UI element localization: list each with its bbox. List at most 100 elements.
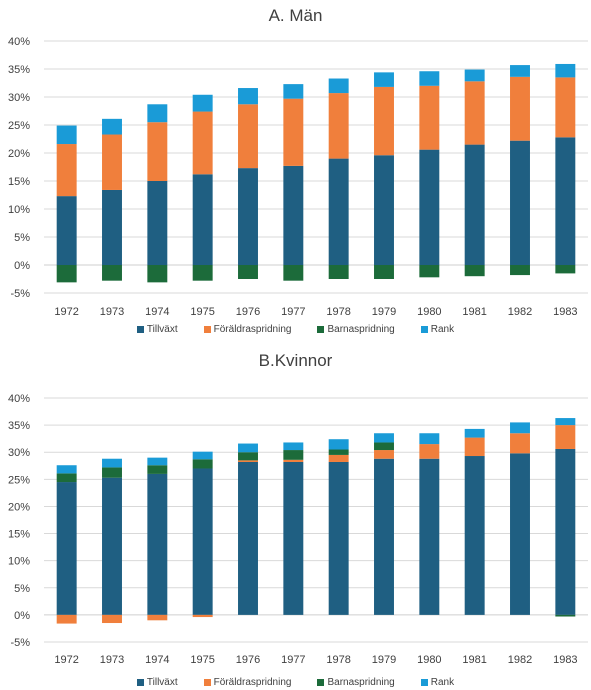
bar-segment-tillvxt	[374, 155, 394, 265]
legend-label: Rank	[430, 323, 455, 335]
x-tick-label: 1975	[190, 306, 214, 318]
bar-segment-tillvxt	[328, 461, 349, 615]
y-tick-label: 40%	[8, 393, 30, 405]
x-tick-label: 1973	[100, 654, 124, 666]
bar-segment-tillvxt	[555, 448, 576, 615]
y-tick-label: -5%	[10, 288, 30, 300]
bar-segment-rank	[238, 88, 258, 105]
bar-segment-frldraspridning	[464, 437, 485, 457]
x-tick-label: 1972	[54, 306, 78, 318]
bar-segment-rank	[328, 78, 349, 94]
bar-segment-barnaspridning	[328, 265, 349, 279]
x-tick-label: 1972	[54, 654, 78, 666]
legend-swatch	[420, 679, 428, 686]
bar-segment-barnaspridning	[147, 265, 168, 283]
bar-segment-rank	[56, 125, 77, 145]
bar-segment-frldraspridning	[419, 85, 440, 150]
y-tick-label: 20%	[8, 501, 30, 513]
bar-segment-tillvxt	[192, 174, 213, 265]
bar-segment-rank	[374, 433, 394, 443]
bar-segment-tillvxt	[147, 473, 168, 615]
bar-segment-frldraspridning	[510, 76, 530, 141]
bar-segment-rank	[56, 465, 77, 474]
y-tick-label: -5%	[10, 637, 30, 649]
x-tick-label: 1981	[462, 654, 486, 666]
x-tick-label: 1980	[417, 654, 441, 666]
bar-segment-frldraspridning	[374, 450, 394, 459]
stacked-bar-chart-men: -5% 0% 5% 10% 15% 20% 25% 30% 35% 40% 1972 1973 1974…	[8, 36, 588, 318]
y-tick-label: 15%	[8, 529, 30, 541]
bar-segment-frldraspridning	[419, 444, 440, 459]
bar-segment-rank	[102, 458, 122, 468]
bar-segment-rank	[192, 451, 213, 460]
bar-segment-tillvxt	[102, 477, 122, 615]
y-tick-label: 0%	[14, 610, 30, 622]
x-tick-label: 1974	[145, 306, 169, 318]
x-tick-label: 1979	[372, 306, 396, 318]
bar-segment-barnaspridning	[374, 442, 394, 451]
bar-segment-frldraspridning	[56, 144, 77, 197]
x-tick-label: 1975	[190, 654, 214, 666]
bar-segment-barnaspridning	[555, 265, 576, 274]
x-tick-label: 1973	[100, 306, 124, 318]
bar-segment-rank	[238, 443, 258, 453]
bar-segment-frldraspridning	[147, 122, 168, 181]
bar-segment-rank	[192, 94, 213, 112]
bar-segment-tillvxt	[510, 453, 530, 615]
y-tick-label: 0%	[14, 260, 30, 272]
bar-segment-barnaspridning	[102, 467, 122, 478]
bar-segment-rank	[283, 84, 304, 99]
y-tick-label: 30%	[8, 447, 30, 459]
x-tick-label: 1982	[508, 654, 532, 666]
chart-panel-men: A. Män -5% 0% 5% 10% 15% 20% 25% 30% 35% 40% 1972 1…	[8, 6, 588, 335]
legend-item: Barnaspridning	[317, 677, 395, 688]
bar-segment-barnaspridning	[102, 265, 122, 281]
bar-segment-frldraspridning	[283, 459, 304, 462]
x-tick-label: 1977	[281, 306, 305, 318]
x-tick-label: 1982	[508, 306, 532, 318]
legend-swatch	[317, 325, 325, 333]
y-tick-label: 35%	[8, 64, 30, 76]
bar-segment-frldraspridning	[102, 134, 122, 190]
bar-segment-frldraspridning	[192, 614, 213, 618]
legend-swatch	[203, 679, 211, 686]
y-tick-label: 20%	[8, 148, 30, 160]
bar-segment-barnaspridning	[283, 265, 304, 281]
bar-segment-tillvxt	[238, 168, 258, 265]
legend-swatch	[136, 679, 144, 686]
bar-segment-frldraspridning	[102, 614, 122, 624]
bar-segment-rank	[555, 418, 576, 426]
bar-segment-tillvxt	[56, 196, 77, 265]
bar-segment-tillvxt	[510, 140, 530, 265]
y-tick-label: 30%	[8, 92, 30, 104]
legend-swatch	[203, 325, 211, 333]
bar-segment-rank	[102, 118, 122, 135]
bar-segment-barnaspridning	[555, 614, 576, 617]
bar-segment-frldraspridning	[555, 77, 576, 138]
bar-segment-tillvxt	[464, 456, 485, 615]
legend-label: Tillväxt	[146, 323, 178, 335]
bar-segment-rank	[283, 442, 304, 451]
x-tick-label: 1980	[417, 306, 441, 318]
bar-segment-tillvxt	[555, 137, 576, 265]
bar-segment-tillvxt	[419, 149, 440, 265]
bar-segment-rank	[374, 72, 394, 87]
bar-segment-barnaspridning	[283, 450, 304, 460]
x-tick-label: 1981	[462, 306, 486, 318]
bar-segment-barnaspridning	[192, 459, 213, 469]
y-tick-label: 10%	[8, 556, 30, 568]
legend: Tillväxt Föräldraspridning Barnaspridning R…	[0, 677, 591, 688]
bar-segment-barnaspridning	[328, 449, 349, 455]
y-tick-label: 15%	[8, 176, 30, 188]
bar-segment-frldraspridning	[283, 98, 304, 166]
bar-segment-frldraspridning	[464, 81, 485, 145]
bar-segment-rank	[555, 63, 576, 78]
bar-segment-frldraspridning	[510, 433, 530, 454]
bar-segment-tillvxt	[56, 482, 77, 615]
legend-item: Tillväxt	[136, 677, 178, 688]
x-tick-label: 1978	[326, 306, 350, 318]
stacked-bar-chart-women: -5% 0% 5% 10% 15% 20% 25% 30% 35% 40% 1972 1973 1974…	[8, 393, 588, 666]
legend-item: Rank	[420, 323, 455, 335]
bar-segment-rank	[464, 428, 485, 438]
legend-swatch	[420, 325, 428, 333]
